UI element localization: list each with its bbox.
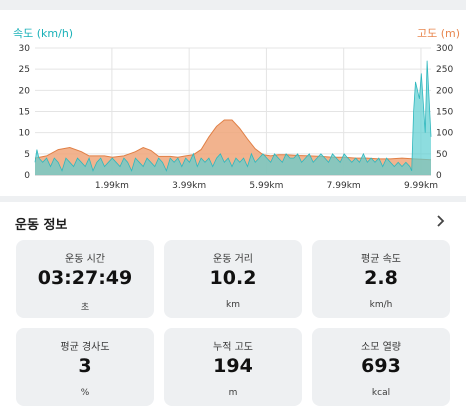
stat-tile-distance: 운동 거리 10.2 km bbox=[164, 240, 302, 318]
stat-tile-avg-speed: 평균 속도 2.8 km/h bbox=[312, 240, 450, 318]
right-tick-label: 200 bbox=[436, 86, 453, 96]
stat-unit: km bbox=[226, 300, 240, 310]
right-tick-label: 0 bbox=[436, 171, 442, 181]
stat-unit: 초 bbox=[80, 303, 90, 313]
speed-altitude-chart: 속도 (km/h) 고도 (m) 0 0 5 50 10 100 15 150 20 200 25 2… bbox=[0, 10, 466, 196]
speed-axis-label: 속도 (km/h) bbox=[13, 27, 74, 40]
x-tick-label: 3.99km bbox=[172, 181, 206, 191]
left-tick-label: 25 bbox=[19, 65, 30, 75]
stat-unit: m bbox=[228, 388, 238, 398]
stat-label: 운동 거리 bbox=[213, 254, 253, 265]
stat-unit: kcal bbox=[371, 388, 391, 398]
chart-plot: 0 0 5 50 10 100 15 150 20 200 25 250 30 300 1.99km 3.99… bbox=[19, 44, 454, 191]
right-tick-label: 100 bbox=[436, 129, 453, 139]
chevron-right-icon[interactable] bbox=[436, 214, 446, 228]
stat-label: 누적 고도 bbox=[213, 342, 253, 353]
x-tick-label: 1.99km bbox=[95, 181, 129, 191]
stat-label: 운동 시간 bbox=[65, 254, 105, 265]
left-tick-label: 30 bbox=[19, 44, 31, 54]
section-title: 운동 정보 bbox=[15, 218, 68, 233]
right-tick-label: 150 bbox=[436, 108, 453, 118]
altitude-axis-label: 고도 (m) bbox=[416, 27, 460, 40]
left-tick-label: 10 bbox=[19, 129, 31, 139]
left-tick-label: 15 bbox=[19, 108, 30, 118]
stat-unit: % bbox=[80, 388, 90, 398]
stat-label: 평균 경사도 bbox=[60, 342, 110, 353]
right-tick-label: 250 bbox=[436, 65, 453, 75]
speed-line bbox=[34, 60, 432, 172]
x-tick-label: 7.99km bbox=[327, 181, 361, 191]
right-tick-label: 50 bbox=[436, 150, 448, 160]
left-tick-label: 20 bbox=[19, 86, 31, 96]
left-tick-label: 5 bbox=[24, 150, 30, 160]
stat-label: 소모 열량 bbox=[361, 342, 401, 353]
x-tick-label: 9.99km bbox=[404, 181, 438, 191]
stat-tile-elevation-gain: 누적 고도 194 m bbox=[164, 328, 302, 406]
stat-value: 10.2 bbox=[209, 267, 257, 289]
stat-value: 194 bbox=[213, 355, 253, 377]
stat-value: 2.8 bbox=[364, 267, 398, 289]
stat-tile-duration: 운동 시간 03:27:49 초 bbox=[16, 240, 154, 318]
stat-tile-avg-grade: 평균 경사도 3 % bbox=[16, 328, 154, 406]
stat-label: 평균 속도 bbox=[361, 254, 401, 265]
left-tick-label: 0 bbox=[24, 171, 30, 181]
stat-value: 03:27:49 bbox=[37, 267, 133, 289]
stat-value: 3 bbox=[78, 355, 92, 377]
stat-unit: km/h bbox=[369, 300, 393, 310]
workout-info-section: 운동 정보 운동 시간 03:27:49 초 운동 거리 10.2 km 평균 … bbox=[0, 202, 466, 409]
x-tick-label: 5.99km bbox=[249, 181, 283, 191]
stat-value: 693 bbox=[361, 355, 401, 377]
stat-tile-calories: 소모 열량 693 kcal bbox=[312, 328, 450, 406]
right-tick-label: 300 bbox=[436, 44, 453, 54]
